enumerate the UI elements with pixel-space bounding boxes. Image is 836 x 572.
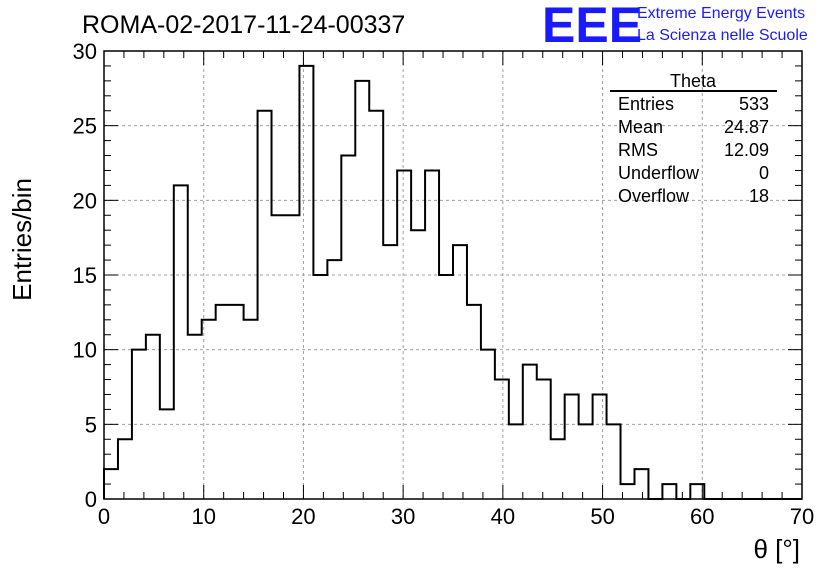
histogram-bin [425,170,439,499]
grid-layer [104,51,802,499]
histogram-bin [327,260,341,499]
x-tick-label: 70 [790,504,814,529]
y-tick-label: 25 [73,114,97,139]
histogram-bin [634,469,648,499]
histogram-bin [467,305,481,499]
histogram-bin [369,111,383,499]
histogram-bin [174,185,188,499]
x-tick-label: 60 [690,504,714,529]
histogram-bin [258,111,272,499]
stats-row-value: 12.09 [724,140,769,160]
histogram-bin [216,305,230,499]
histogram-bin [244,320,258,499]
histogram-bin [118,439,132,499]
histogram-bin [411,230,425,499]
y-tick-label: 20 [73,188,97,213]
x-tick-label: 50 [590,504,614,529]
stats-row-value: 0 [759,163,769,183]
stats-rows: Entries 533 Mean 24.87 RMS 12.09 Underflow 0 Ove… [618,94,769,206]
y-tick-label: 10 [73,338,97,363]
y-tick-label: 15 [73,263,97,288]
stats-row-label: Underflow [618,163,700,183]
y-tick-label: 30 [73,39,97,64]
stats-row-label: Mean [618,117,663,137]
histogram-bin [439,275,453,499]
histogram-bin [453,245,467,499]
stats-row-label: Entries [618,94,674,114]
histogram-bin [313,275,327,499]
x-tick-label: 30 [391,504,415,529]
histogram-bin [662,484,676,499]
histogram-bin [132,350,146,499]
histogram-bin [607,424,621,499]
histogram-bin [341,156,355,499]
histogram-bin [188,335,202,499]
histogram-bin [355,81,369,499]
ticks-layer: 0 10 20 30 40 50 60 70 0 5 10 15 20 25 30 [73,39,815,529]
y-axis-label: Entries/bin [7,178,37,301]
stats-row-label: Overflow [618,186,690,206]
eee-logo: EEE [542,0,642,53]
y-tick-label: 5 [85,412,97,437]
histogram-layer [103,64,802,500]
histogram-bin [397,170,411,499]
histogram-bin [523,365,537,499]
org-name-line1: Extreme Energy Events [637,5,805,22]
histogram-bin [202,320,216,499]
x-axis-label: θ [°] [753,534,800,564]
stats-box: Theta Entries 533 Mean 24.87 RMS 12.09 Underfl… [610,71,777,206]
x-tick-label: 10 [191,504,215,529]
histogram-outline [103,64,802,500]
histogram-bin [481,350,495,499]
histogram-bin [383,245,397,499]
histogram-bin [551,439,565,499]
histogram-bin [593,394,607,499]
y-tick-label: 0 [85,487,97,512]
histogram-bin [285,215,299,499]
stats-row-value: 18 [749,186,769,206]
histogram-bin [495,380,509,499]
histogram-bin [537,380,551,499]
org-name-line2: La Scienza nelle Scuole [637,27,808,44]
histogram-bin [299,66,313,499]
histogram-bin [565,394,579,499]
histogram-bin [160,409,174,499]
histogram-bin [579,424,593,499]
x-tick-label: 20 [291,504,315,529]
stats-row-value: 24.87 [724,117,769,137]
chart-title: ROMA-02-2017-11-24-00337 [82,11,405,39]
histogram-bin [509,424,523,499]
x-tick-label: 0 [98,504,110,529]
x-tick-label: 40 [491,504,515,529]
stats-row-value: 533 [739,94,769,114]
stats-title: Theta [670,71,717,91]
stats-row-label: RMS [618,140,658,160]
histogram-bin [146,335,160,499]
histogram-bin [230,305,244,499]
histogram-bin [272,215,286,499]
